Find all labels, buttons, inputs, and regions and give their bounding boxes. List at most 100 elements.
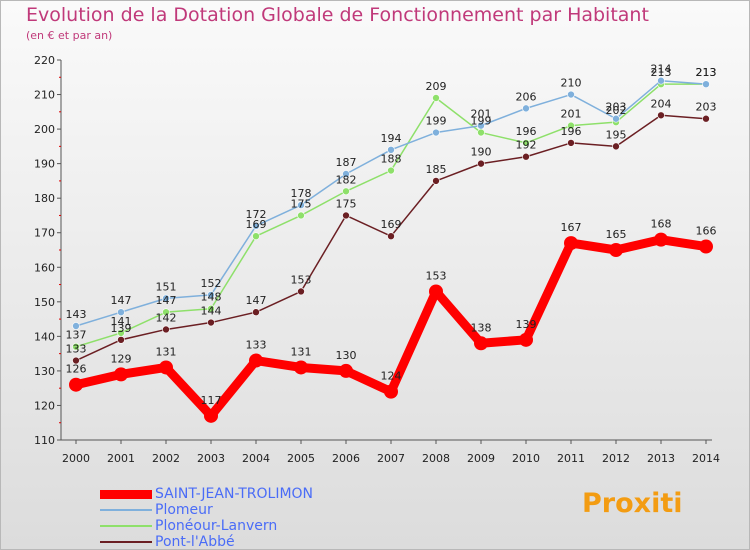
legend-item-saint-jean[interactable]: SAINT-JEAN-TROLIMON [100, 486, 313, 502]
legend-label-pont-labbe: Pont-l'Abbé [155, 534, 235, 550]
point-pont-l-abb- [207, 318, 215, 327]
data-label-pont-l-abb-: 185 [426, 163, 447, 176]
y-tick-label: 130 [34, 365, 55, 378]
data-label-plon-our-lanvern: 147 [156, 294, 177, 307]
chart-subtitle: (en € et par an) [26, 29, 113, 42]
point-pont-l-abb- [612, 142, 620, 151]
data-label-saint-jean-trolimon: 153 [426, 269, 447, 282]
x-tick-label: 2001 [107, 452, 135, 465]
data-label-saint-jean-trolimon: 133 [246, 339, 267, 352]
point-plomeur [387, 146, 395, 154]
data-label-pont-l-abb-: 142 [156, 311, 177, 324]
x-tick-label: 2014 [692, 452, 720, 465]
data-label-pont-l-abb-: 144 [201, 305, 222, 318]
point-pont-l-abb- [72, 356, 80, 365]
data-label-saint-jean-trolimon: 139 [516, 318, 537, 331]
data-label-plomeur: 213 [696, 66, 717, 79]
data-label-pont-l-abb-: 203 [696, 101, 717, 114]
legend-item-plomeur[interactable]: Plomeur [100, 502, 313, 518]
point-saint-jean-trolimon [654, 232, 668, 247]
chart-title: Evolution de la Dotation Globale de Fonc… [26, 4, 649, 26]
data-label-plomeur: 199 [426, 115, 447, 128]
data-label-saint-jean-trolimon: 168 [651, 218, 672, 231]
data-label-plomeur: 151 [156, 280, 177, 293]
point-pont-l-abb- [432, 177, 440, 185]
proxiti-logo: Proxiti [582, 488, 683, 519]
data-label-pont-l-abb-: 147 [246, 294, 267, 307]
point-saint-jean-trolimon [609, 243, 623, 257]
point-plon-our-lanvern [342, 187, 350, 196]
data-label-plomeur: 214 [651, 63, 672, 76]
point-saint-jean-trolimon [699, 239, 713, 254]
data-label-pont-l-abb-: 196 [561, 125, 582, 138]
legend-swatch-plomeur [100, 509, 152, 511]
x-tick-label: 2003 [197, 452, 225, 465]
y-tick-label: 180 [34, 192, 55, 205]
point-plomeur [117, 308, 125, 316]
legend-swatch-pont-labbe [100, 541, 152, 543]
data-label-plomeur: 203 [606, 101, 627, 114]
point-pont-l-abb- [252, 308, 260, 316]
data-label-saint-jean-trolimon: 130 [336, 349, 357, 362]
point-pont-l-abb- [477, 159, 485, 168]
data-label-plon-our-lanvern: 137 [66, 329, 87, 342]
x-tick-label: 2007 [377, 452, 405, 465]
point-saint-jean-trolimon [519, 332, 533, 347]
point-plomeur [72, 322, 80, 330]
data-label-plomeur: 206 [516, 90, 537, 103]
point-saint-jean-trolimon [159, 360, 173, 375]
data-label-saint-jean-trolimon: 131 [291, 345, 312, 358]
data-label-plon-our-lanvern: 201 [561, 108, 582, 121]
point-plomeur [342, 170, 350, 178]
point-saint-jean-trolimon [384, 384, 398, 399]
x-tick-label: 2006 [332, 452, 360, 465]
data-label-saint-jean-trolimon: 166 [696, 225, 717, 238]
point-plomeur [702, 80, 710, 88]
point-pont-l-abb- [387, 232, 395, 240]
point-saint-jean-trolimon [204, 408, 218, 423]
x-tick-label: 2011 [557, 452, 585, 465]
x-tick-label: 2010 [512, 452, 540, 465]
data-label-plon-our-lanvern: 182 [336, 173, 357, 186]
point-plomeur [477, 121, 485, 130]
data-label-saint-jean-trolimon: 129 [111, 352, 132, 365]
data-label-pont-l-abb-: 169 [381, 218, 402, 231]
data-label-plon-our-lanvern: 148 [201, 291, 222, 304]
x-tick-label: 2000 [62, 452, 90, 465]
x-tick-label: 2012 [602, 452, 630, 465]
y-tick-label: 150 [34, 296, 55, 309]
point-pont-l-abb- [522, 152, 530, 161]
point-pont-l-abb- [657, 111, 665, 120]
point-plomeur [567, 90, 575, 99]
point-plomeur [432, 128, 440, 137]
data-label-plon-our-lanvern: 141 [111, 315, 132, 328]
point-plon-our-lanvern [117, 329, 125, 337]
point-plomeur [207, 291, 215, 299]
data-label-plon-our-lanvern: 213 [651, 66, 672, 79]
legend-swatch-saint-jean [100, 489, 152, 499]
point-plomeur [252, 222, 260, 230]
point-plon-our-lanvern [432, 94, 440, 102]
x-tick-label: 2005 [287, 452, 315, 465]
point-plon-our-lanvern [207, 304, 215, 313]
point-plon-our-lanvern [567, 121, 575, 130]
y-tick-label: 160 [34, 261, 55, 274]
point-saint-jean-trolimon [564, 236, 578, 251]
data-label-plomeur: 147 [111, 294, 132, 307]
data-label-plon-our-lanvern: 169 [246, 218, 267, 231]
legend-item-pont-labbe[interactable]: Pont-l'Abbé [100, 534, 313, 550]
data-label-plomeur: 187 [336, 156, 357, 169]
point-plomeur [297, 201, 305, 209]
legend-label-plomeur: Plomeur [155, 502, 213, 518]
point-plon-our-lanvern [162, 308, 170, 316]
data-label-plon-our-lanvern: 196 [516, 125, 537, 138]
y-tick-label: 190 [34, 158, 55, 171]
point-pont-l-abb- [297, 287, 305, 296]
point-plon-our-lanvern [297, 211, 305, 220]
y-tick-label: 170 [34, 227, 55, 240]
legend-item-ploneour[interactable]: Plonéour-Lanvern [100, 518, 313, 534]
data-label-plon-our-lanvern: 175 [291, 197, 312, 210]
